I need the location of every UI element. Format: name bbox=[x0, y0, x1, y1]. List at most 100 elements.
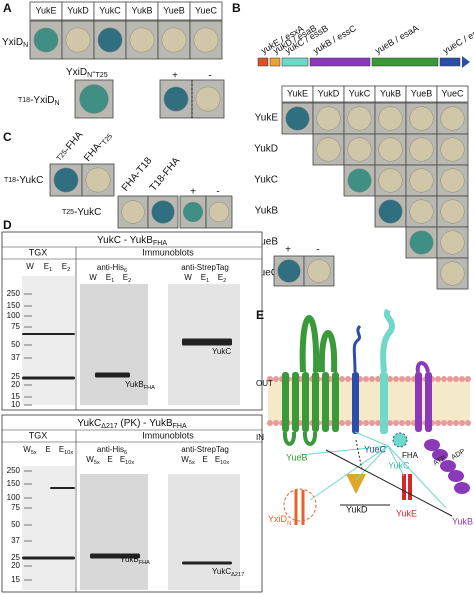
lipid-head bbox=[387, 376, 393, 382]
lipid-head bbox=[453, 376, 459, 382]
colony bbox=[79, 84, 109, 114]
marker-label: 15 bbox=[11, 392, 20, 401]
colony bbox=[97, 27, 123, 53]
label: - bbox=[216, 187, 219, 198]
interaction bbox=[355, 439, 363, 471]
colony bbox=[277, 259, 301, 283]
colony bbox=[409, 230, 434, 255]
label: YukCΔ217 (PK) - YukBFHA bbox=[77, 418, 187, 431]
yxid-helix bbox=[294, 490, 305, 525]
marker-label: 250 bbox=[7, 289, 21, 298]
interaction bbox=[387, 445, 447, 509]
lane-label: E1 bbox=[201, 273, 209, 284]
label-part: 2 bbox=[128, 278, 131, 284]
lipid-head bbox=[441, 420, 447, 426]
band bbox=[95, 372, 130, 378]
blot bbox=[80, 284, 148, 405]
band bbox=[182, 338, 232, 346]
label-part: 2 bbox=[67, 267, 70, 273]
label: YueB bbox=[163, 5, 185, 15]
helix bbox=[380, 372, 388, 434]
lipid-head bbox=[267, 376, 273, 382]
lane-label: W bbox=[184, 273, 192, 282]
marker-label: 150 bbox=[7, 301, 21, 310]
label: anti-StrepTag bbox=[181, 445, 229, 454]
label-part: E bbox=[215, 455, 220, 464]
colony bbox=[347, 137, 372, 162]
marker-label: 50 bbox=[11, 520, 20, 529]
colony bbox=[85, 167, 111, 193]
fha bbox=[392, 432, 408, 448]
blot bbox=[80, 474, 148, 590]
lane-label: W5x bbox=[86, 455, 100, 466]
label-part: 2 bbox=[223, 278, 226, 284]
label: YukD bbox=[318, 88, 340, 98]
label: YukB bbox=[452, 516, 473, 526]
colony bbox=[440, 261, 465, 286]
lane-label: E bbox=[107, 455, 112, 464]
label: YukE bbox=[35, 5, 56, 15]
helix bbox=[312, 372, 319, 432]
band bbox=[182, 561, 232, 565]
colony bbox=[440, 168, 465, 193]
lipid-head bbox=[459, 376, 465, 382]
label-part: anti-His bbox=[97, 445, 124, 454]
yukd bbox=[346, 474, 366, 494]
label: FHA-T25 bbox=[82, 129, 115, 164]
label-part: -YukC bbox=[74, 207, 101, 218]
colony bbox=[440, 106, 465, 131]
panel-label: E bbox=[256, 308, 264, 322]
label: T25-FHA bbox=[54, 129, 85, 163]
band bbox=[50, 487, 75, 489]
label: OUT bbox=[256, 379, 273, 388]
label-part: N bbox=[287, 520, 292, 527]
colony bbox=[121, 200, 145, 224]
label: + bbox=[172, 71, 178, 82]
marker-label: 150 bbox=[7, 479, 21, 488]
label: YxiDN-T25 bbox=[66, 67, 108, 80]
helix bbox=[282, 372, 289, 432]
marker-label: 25 bbox=[11, 553, 20, 562]
label: YueB bbox=[286, 452, 308, 462]
loop bbox=[299, 315, 320, 373]
label-part: FHA bbox=[153, 240, 167, 247]
label-part: -FHA bbox=[62, 129, 86, 154]
helix bbox=[322, 372, 329, 432]
label: YukC bbox=[349, 88, 371, 98]
label: YueC bbox=[254, 268, 278, 279]
marker-label: 100 bbox=[7, 493, 21, 502]
gel bbox=[22, 276, 75, 405]
interaction bbox=[309, 445, 389, 501]
lipid-head bbox=[447, 420, 453, 426]
label: YukB bbox=[380, 88, 401, 98]
label-part: 1 bbox=[206, 278, 209, 284]
lipid-head bbox=[345, 420, 351, 426]
interaction bbox=[355, 445, 389, 481]
label-part: E bbox=[201, 273, 206, 282]
colony bbox=[208, 201, 230, 223]
band bbox=[22, 376, 75, 380]
label-part: YxiD bbox=[66, 67, 87, 78]
colony bbox=[440, 199, 465, 224]
yuke bbox=[402, 474, 412, 500]
lipid-head bbox=[465, 420, 471, 426]
blot bbox=[168, 474, 240, 590]
label-part: YukB bbox=[120, 555, 139, 564]
gene-label: yueB / esaA bbox=[373, 23, 420, 56]
label: anti-His6 bbox=[97, 445, 127, 456]
label-part: W bbox=[23, 445, 31, 454]
label: YukD bbox=[346, 504, 368, 514]
label: YukC bbox=[99, 5, 121, 15]
band bbox=[90, 553, 140, 559]
lipid-head bbox=[387, 420, 393, 426]
panel-label: D bbox=[3, 218, 12, 232]
label: IN bbox=[256, 433, 264, 442]
label: anti-His6 bbox=[97, 263, 127, 274]
interaction bbox=[387, 445, 405, 477]
label-part: YxiD bbox=[268, 514, 288, 524]
label: TGX bbox=[29, 430, 48, 440]
label-part: 5x bbox=[94, 460, 100, 466]
colony bbox=[193, 27, 219, 53]
label: YukE bbox=[255, 113, 279, 124]
band bbox=[22, 556, 75, 560]
